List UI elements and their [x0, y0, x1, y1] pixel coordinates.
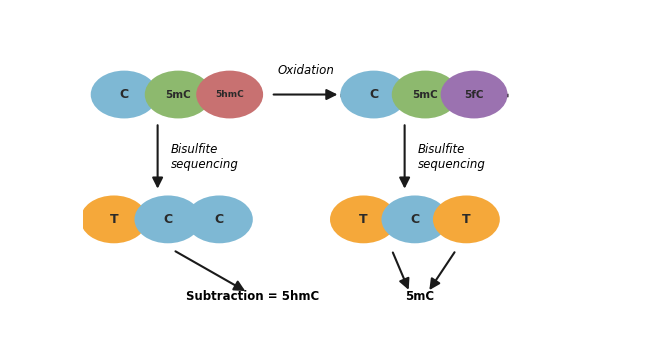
Text: 5mC: 5mC [412, 90, 438, 99]
Text: C: C [410, 213, 420, 226]
Text: C: C [369, 88, 378, 101]
Ellipse shape [392, 71, 459, 118]
Ellipse shape [433, 196, 500, 243]
Text: Oxidation: Oxidation [277, 64, 334, 77]
Text: T: T [462, 213, 471, 226]
Text: Subtraction = 5hmC: Subtraction = 5hmC [186, 290, 319, 303]
Ellipse shape [186, 196, 253, 243]
Text: 5mC: 5mC [165, 90, 191, 99]
Text: Bisulfite
sequencing: Bisulfite sequencing [418, 143, 485, 171]
Ellipse shape [91, 71, 157, 118]
Ellipse shape [197, 71, 263, 118]
Text: 5hmC: 5hmC [215, 90, 244, 99]
Ellipse shape [80, 196, 147, 243]
Ellipse shape [134, 196, 201, 243]
Ellipse shape [441, 71, 507, 118]
Ellipse shape [340, 71, 407, 118]
Text: T: T [110, 213, 118, 226]
Text: C: C [163, 213, 173, 226]
Text: C: C [215, 213, 224, 226]
Ellipse shape [330, 196, 397, 243]
Ellipse shape [381, 196, 448, 243]
Text: 5fC: 5fC [464, 90, 484, 99]
Text: C: C [120, 88, 129, 101]
Text: Bisulfite
sequencing: Bisulfite sequencing [171, 143, 238, 171]
Ellipse shape [145, 71, 212, 118]
Text: 5mC: 5mC [406, 290, 435, 303]
Text: T: T [359, 213, 368, 226]
